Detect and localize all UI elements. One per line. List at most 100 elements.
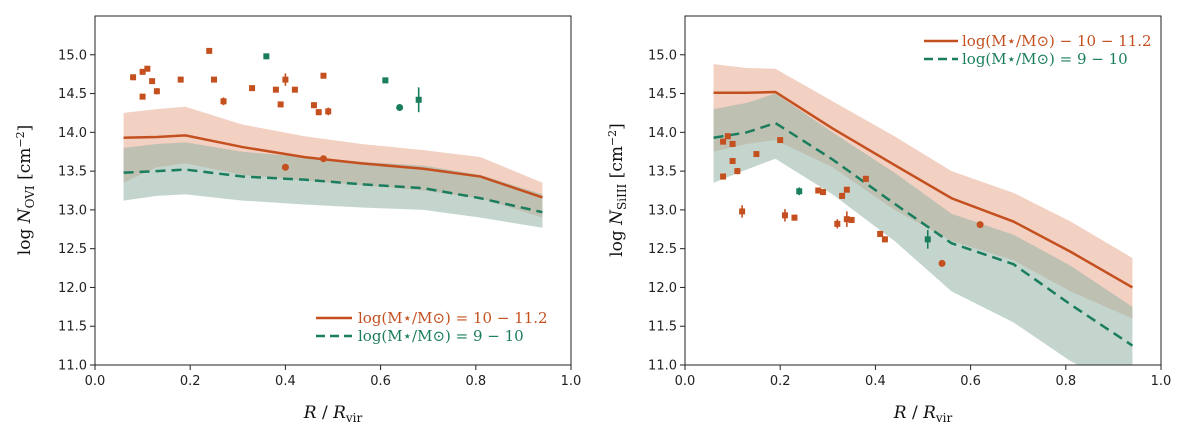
right-y-axis-label: log NSiIII [cm−2]	[606, 123, 629, 257]
right-data-point	[834, 219, 841, 229]
right-x-ticks: 0.0 0.2 0.4 0.6 0.8 1.0	[675, 365, 1172, 389]
right-y-tick-label: 13.0	[648, 203, 677, 218]
left-y-tick-label: 13.5	[58, 165, 87, 180]
left-data-point	[177, 76, 184, 83]
left-data-point	[281, 163, 289, 171]
left-data-point	[153, 88, 160, 95]
right-data-point	[739, 205, 746, 218]
right-lines	[713, 90, 1134, 347]
left-y-ticks: 11.0 11.5 12.0 12.5 13.0 13.5 14.0 14.5 15.0	[58, 48, 95, 374]
left-legend-green-label: log(M⋆/M⊙) = 9 − 10	[358, 327, 524, 345]
left-data-point	[310, 102, 317, 109]
right-line-series-1	[713, 121, 1134, 347]
left-data-point	[220, 97, 227, 106]
right-data-point	[924, 230, 931, 249]
right-data-point	[734, 168, 741, 175]
left-data-point	[277, 101, 284, 108]
right-y-tick-label: 15.0	[648, 48, 677, 63]
left-data-point	[291, 86, 298, 93]
left-x-ticks: 0.0 0.2 0.4 0.6 0.8 1.0	[85, 365, 582, 389]
left-x-tick-label: 1.0	[561, 374, 582, 389]
right-x-tick-label: 0.6	[960, 374, 981, 389]
right-data-point	[877, 230, 884, 238]
left-y-tick-label: 13.0	[58, 203, 87, 218]
left-y-tick-label: 12.5	[58, 242, 87, 257]
right-y-tick-label: 11.0	[648, 359, 677, 374]
right-data-point	[843, 186, 850, 193]
right-legend-green-label: log(M⋆/M⊙) = 9 − 10	[962, 50, 1128, 68]
right-y-tick-label: 14.0	[648, 126, 677, 141]
left-data-point	[139, 93, 146, 100]
right-data-point	[848, 216, 855, 224]
right-data-point	[781, 209, 788, 222]
right-legend-orange-label: log(M⋆/M⊙) − 10 − 11.2	[962, 32, 1152, 50]
right-x-tick-label: 1.0	[1151, 374, 1172, 389]
right-data-point	[729, 140, 736, 147]
right-x-tick-label: 0.4	[865, 374, 886, 389]
left-data-point	[382, 77, 389, 84]
left-y-tick-label: 14.0	[58, 126, 87, 141]
right-data-point	[796, 187, 803, 196]
left-data-point	[139, 68, 146, 75]
right-y-tick-label: 13.5	[648, 165, 677, 180]
left-data-point	[263, 53, 270, 60]
right-data-point	[753, 151, 760, 158]
left-data-point	[211, 76, 217, 83]
right-data-point	[938, 259, 946, 267]
left-data-point	[249, 85, 256, 92]
left-data-point	[282, 73, 289, 86]
left-data-point	[396, 104, 404, 112]
left-data-point	[206, 47, 213, 54]
right-data-point	[881, 236, 888, 243]
right-y-tick-label: 11.5	[648, 320, 677, 335]
left-data-point	[415, 87, 422, 113]
right-y-tick-label: 12.0	[648, 281, 677, 296]
left-legend: log(M⋆/M⊙) = 10 − 11.2 log(M⋆/M⊙) = 9 − …	[316, 309, 548, 345]
right-data-point	[720, 173, 727, 180]
left-line-series-0	[123, 134, 543, 199]
left-data-point	[130, 74, 137, 81]
right-data-point	[791, 214, 798, 221]
right-data-point	[862, 175, 869, 182]
left-x-tick-label: 0.6	[370, 374, 391, 389]
left-y-tick-label: 14.5	[58, 87, 87, 102]
right-points	[720, 133, 984, 267]
right-data-point	[815, 187, 822, 194]
right-data-point	[843, 211, 850, 227]
left-data-point	[319, 155, 327, 163]
panel-right: 0.0 0.2 0.4 0.6 0.8 1.0 11.011.512.012.513.01…	[606, 15, 1172, 425]
left-data-point	[325, 107, 332, 116]
right-axes-frame	[684, 15, 1162, 366]
left-y-axis-label: log NOVI [cm−2]	[14, 125, 37, 255]
right-data-point	[820, 188, 827, 196]
left-y-tick-label: 11.0	[58, 359, 87, 374]
left-x-tick-label: 0.2	[180, 374, 201, 389]
left-data-point	[320, 72, 327, 79]
left-y-tick-label: 15.0	[58, 48, 87, 63]
right-data-point	[720, 138, 727, 145]
left-data-point	[144, 65, 151, 72]
left-lines	[123, 134, 543, 214]
right-x-tick-label: 0.0	[675, 374, 696, 389]
left-line-series-1	[123, 168, 543, 214]
right-y-ticks: 11.0 11.5 12.0 12.5 13.0 13.5 14.0 14.5 15.0	[648, 48, 685, 374]
panel-left: 0.0 0.2 0.4 0.6 0.8 1.0 11.011.512.012.513.01…	[14, 15, 582, 425]
left-data-point	[272, 86, 279, 93]
left-x-axis-label: R / Rvir	[303, 403, 363, 425]
right-bands	[713, 64, 1133, 365]
right-band-series-1	[713, 93, 1133, 365]
right-data-point	[777, 137, 784, 144]
right-data-point	[724, 133, 731, 140]
left-data-point	[315, 109, 322, 116]
right-x-axis-label: R / Rvir	[893, 403, 953, 425]
right-data-point	[729, 158, 736, 165]
right-legend: log(M⋆/M⊙) − 10 − 11.2 log(M⋆/M⊙) = 9 − …	[924, 32, 1152, 68]
left-y-tick-label: 12.0	[58, 281, 87, 296]
left-band-series-1	[123, 142, 543, 228]
left-x-tick-label: 0.8	[465, 374, 486, 389]
right-y-tick-label: 12.5	[648, 242, 677, 257]
left-points	[130, 47, 422, 171]
left-data-point	[149, 78, 156, 85]
left-x-tick-label: 0.4	[275, 374, 296, 389]
